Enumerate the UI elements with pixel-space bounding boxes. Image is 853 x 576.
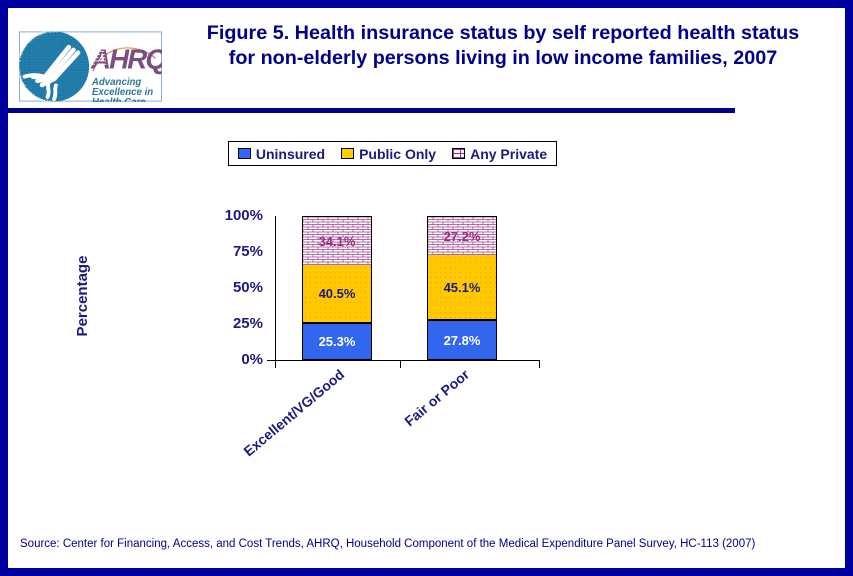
svg-text:Health Care: Health Care bbox=[92, 97, 146, 102]
